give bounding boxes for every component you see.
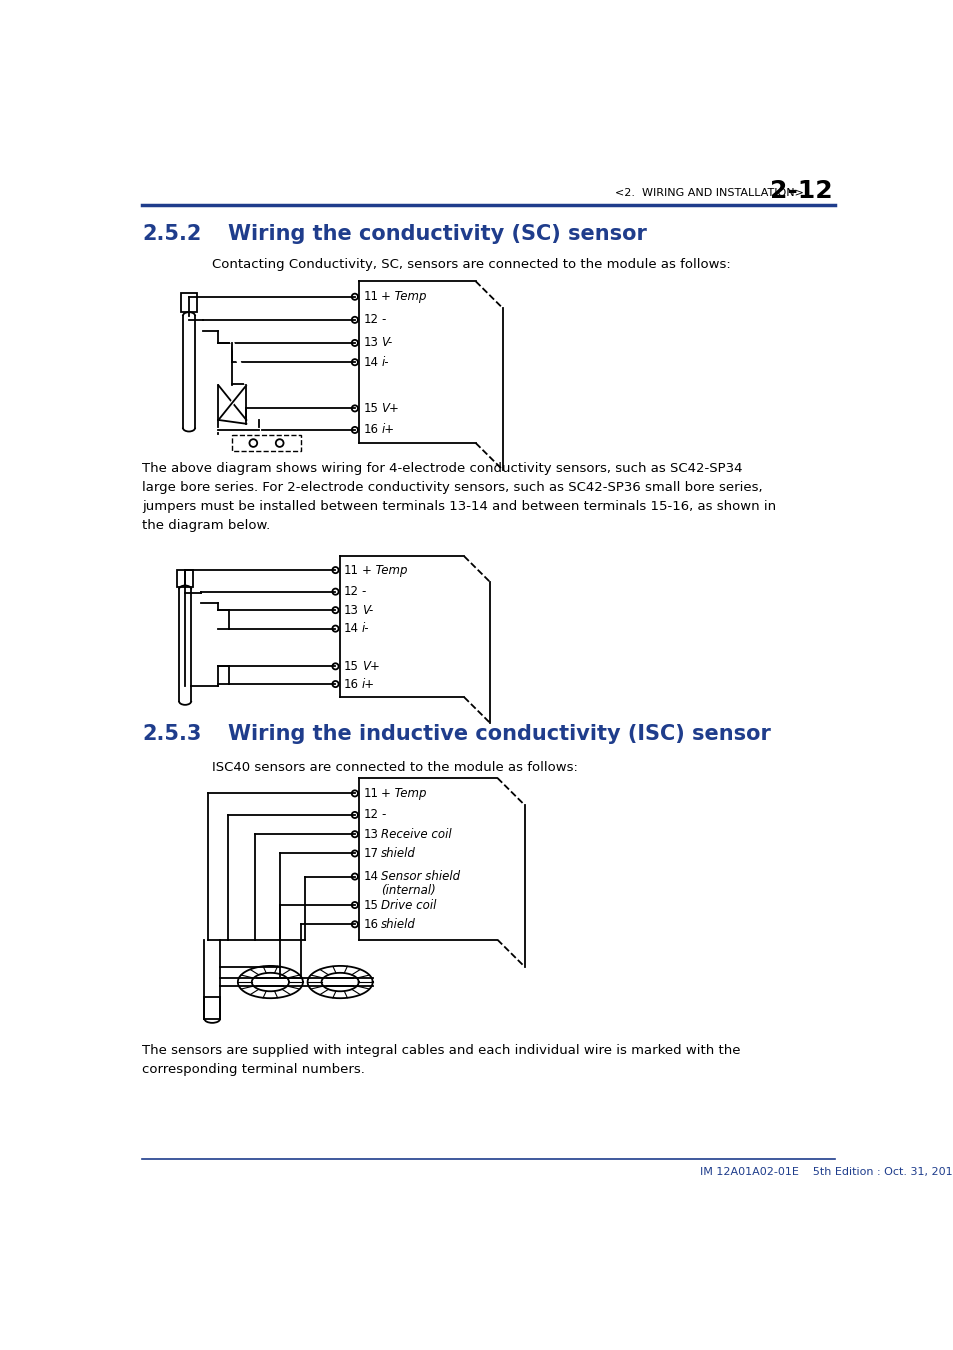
Bar <box>232 435 301 451</box>
Text: 16: 16 <box>363 424 378 436</box>
Text: 15: 15 <box>363 402 377 414</box>
Text: + Temp: + Temp <box>381 787 426 801</box>
Text: Drive coil: Drive coil <box>381 899 436 911</box>
Text: 14: 14 <box>363 355 378 369</box>
Text: 11: 11 <box>363 290 378 304</box>
Text: The above diagram shows wiring for 4-electrode conductivity sensors, such as SC4: The above diagram shows wiring for 4-ele… <box>142 462 776 532</box>
Text: Contacting Conductivity, SC, sensors are connected to the module as follows:: Contacting Conductivity, SC, sensors are… <box>212 258 730 271</box>
Bar <box>177 570 193 587</box>
Text: 13: 13 <box>344 603 358 617</box>
Text: 2.5.2: 2.5.2 <box>142 224 202 243</box>
Text: 15: 15 <box>363 899 377 911</box>
Text: 14: 14 <box>363 869 378 883</box>
Text: Wiring the inductive conductivity (ISC) sensor: Wiring the inductive conductivity (ISC) … <box>228 724 770 744</box>
Text: 15: 15 <box>344 660 358 672</box>
Text: 2.5.3: 2.5.3 <box>142 724 202 744</box>
Text: i+: i+ <box>361 678 375 691</box>
Text: + Temp: + Temp <box>381 290 426 304</box>
Text: i+: i+ <box>381 424 394 436</box>
Text: -: - <box>361 585 366 598</box>
Text: 11: 11 <box>344 563 358 576</box>
Text: 12: 12 <box>363 809 378 821</box>
Text: 13: 13 <box>363 336 377 350</box>
Text: 12: 12 <box>344 585 358 598</box>
Text: i-: i- <box>381 355 388 369</box>
Text: V+: V+ <box>381 402 398 414</box>
Text: 16: 16 <box>363 918 378 930</box>
Text: 14: 14 <box>344 622 358 634</box>
Text: IM 12A01A02-01E    5th Edition : Oct. 31, 2013-00: IM 12A01A02-01E 5th Edition : Oct. 31, 2… <box>700 1168 953 1177</box>
Text: 17: 17 <box>363 846 378 860</box>
Text: (internal): (internal) <box>381 884 436 896</box>
Text: 16: 16 <box>344 678 358 691</box>
Text: Receive coil: Receive coil <box>381 828 452 841</box>
Text: shield: shield <box>381 846 416 860</box>
Text: V+: V+ <box>361 660 379 672</box>
Text: -: - <box>381 313 385 327</box>
Bar <box>181 293 196 312</box>
Text: ISC40 sensors are connected to the module as follows:: ISC40 sensors are connected to the modul… <box>212 761 578 774</box>
Text: shield: shield <box>381 918 416 930</box>
Text: i-: i- <box>361 622 369 634</box>
Text: V-: V- <box>361 603 373 617</box>
Text: + Temp: + Temp <box>361 563 407 576</box>
Text: 13: 13 <box>363 828 377 841</box>
Text: 11: 11 <box>363 787 378 801</box>
Text: 12: 12 <box>363 313 378 327</box>
Text: Wiring the conductivity (SC) sensor: Wiring the conductivity (SC) sensor <box>228 224 646 243</box>
Text: Sensor shield: Sensor shield <box>381 869 460 883</box>
Text: <2.  WIRING AND INSTALLATION>: <2. WIRING AND INSTALLATION> <box>615 188 803 198</box>
Bar <box>204 998 220 1019</box>
Text: -: - <box>381 809 385 821</box>
Text: 2-12: 2-12 <box>769 180 831 204</box>
Text: V-: V- <box>381 336 392 350</box>
Text: The sensors are supplied with integral cables and each individual wire is marked: The sensors are supplied with integral c… <box>142 1044 740 1076</box>
